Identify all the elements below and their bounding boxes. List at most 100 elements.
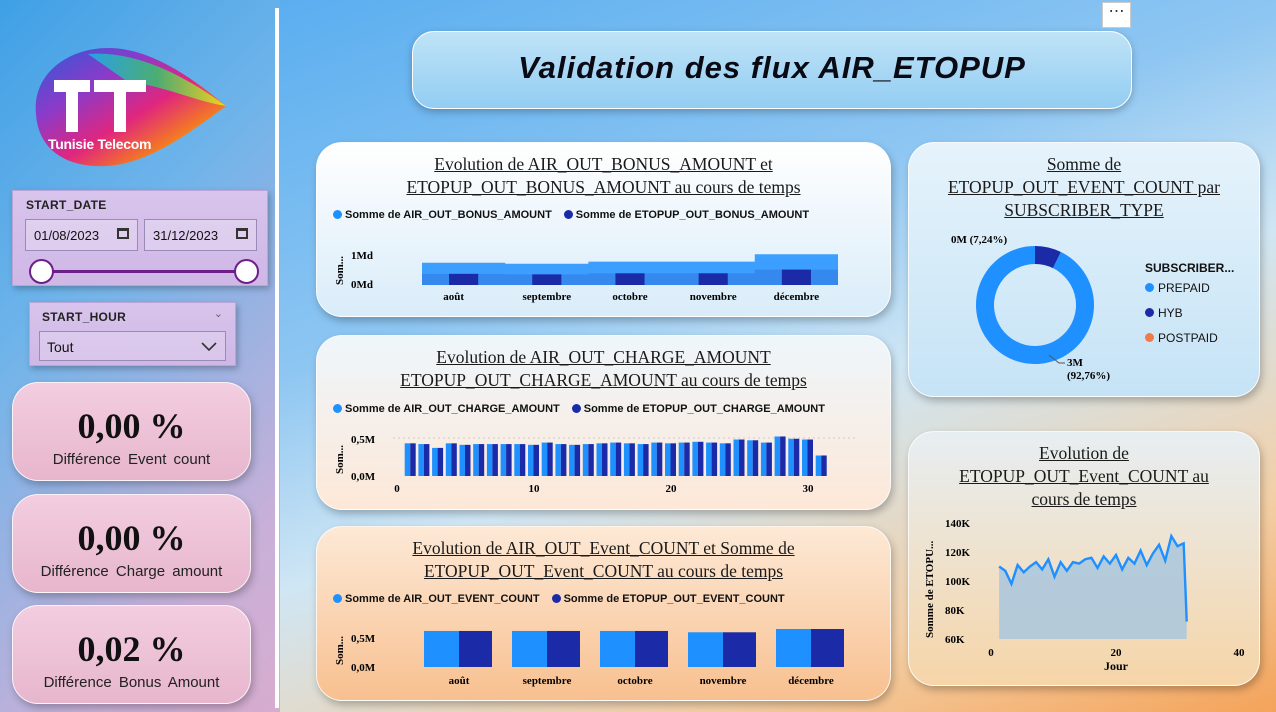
bar[interactable] (752, 440, 759, 476)
bar[interactable] (486, 444, 493, 476)
bar[interactable] (697, 441, 704, 476)
bar[interactable] (739, 439, 745, 476)
bar[interactable] (766, 442, 772, 476)
bar[interactable] (512, 630, 547, 667)
bar[interactable] (574, 444, 581, 476)
bar[interactable] (821, 455, 827, 476)
bar[interactable] (404, 443, 411, 476)
bar[interactable] (478, 444, 485, 476)
bar[interactable] (774, 436, 781, 476)
bar[interactable] (635, 630, 668, 667)
bar[interactable] (555, 444, 561, 476)
legend-item[interactable]: POSTPAID (1145, 331, 1234, 345)
bar[interactable] (723, 632, 756, 667)
bar[interactable] (528, 444, 534, 476)
bar[interactable] (532, 274, 562, 285)
bar[interactable] (445, 443, 452, 476)
bar[interactable] (807, 439, 814, 476)
bar[interactable] (533, 444, 540, 476)
bar[interactable] (569, 444, 575, 476)
date-range-track[interactable] (41, 270, 247, 273)
bar[interactable] (437, 447, 444, 476)
bar[interactable] (492, 444, 498, 476)
calendar-icon[interactable] (236, 228, 248, 239)
bar[interactable] (424, 630, 459, 667)
chevron-down-icon[interactable] (201, 342, 217, 352)
bar[interactable] (459, 444, 466, 476)
bar[interactable] (519, 444, 526, 476)
bar[interactable] (459, 630, 492, 667)
date-range-handle-start[interactable] (29, 259, 54, 284)
bar[interactable] (600, 630, 635, 667)
bar[interactable] (582, 444, 589, 476)
bar[interactable] (547, 442, 553, 476)
series-area[interactable] (422, 254, 838, 285)
bar[interactable] (615, 442, 622, 476)
bar[interactable] (781, 269, 811, 285)
bar[interactable] (547, 630, 580, 667)
bar[interactable] (665, 443, 671, 476)
start-date-from-input[interactable]: 01/08/2023 (25, 219, 138, 251)
pie-slice[interactable] (976, 246, 1094, 364)
legend-item[interactable]: PREPAID (1145, 281, 1234, 295)
bar[interactable] (432, 447, 438, 476)
bar[interactable] (410, 443, 416, 476)
bar[interactable] (629, 443, 635, 476)
bar[interactable] (692, 441, 698, 476)
bar[interactable] (418, 444, 424, 476)
bar[interactable] (610, 442, 616, 476)
bar[interactable] (698, 273, 728, 285)
series-area[interactable] (999, 536, 1187, 639)
legend-item[interactable]: Somme de ETOPUP_OUT_EVENT_COUNT (551, 593, 785, 605)
chevron-down-icon[interactable]: ⌄ (213, 308, 223, 320)
bar[interactable] (588, 444, 594, 476)
bar[interactable] (423, 444, 430, 476)
bar[interactable] (514, 444, 520, 476)
bar[interactable] (451, 443, 457, 476)
bar[interactable] (560, 444, 567, 476)
bar[interactable] (500, 444, 507, 476)
bar[interactable] (811, 629, 844, 667)
bar[interactable] (473, 444, 479, 476)
bar[interactable] (793, 438, 800, 476)
series-line[interactable] (998, 532, 1188, 622)
bar[interactable] (643, 444, 649, 476)
legend-item[interactable]: Somme de AIR_OUT_EVENT_COUNT (333, 593, 540, 605)
bar[interactable] (651, 442, 657, 476)
calendar-icon[interactable] (117, 228, 129, 239)
bar[interactable] (596, 443, 603, 476)
bar[interactable] (802, 439, 808, 476)
bar[interactable] (670, 443, 677, 476)
legend-item[interactable]: Somme de AIR_OUT_CHARGE_AMOUNT (333, 403, 560, 415)
bar[interactable] (706, 442, 712, 476)
legend-item[interactable]: Somme de AIR_OUT_BONUS_AMOUNT (333, 209, 552, 221)
bar[interactable] (506, 444, 512, 476)
bar[interactable] (656, 442, 663, 476)
bar[interactable] (733, 439, 740, 476)
pie-slice[interactable] (1035, 246, 1061, 269)
bar[interactable] (815, 455, 822, 476)
bar[interactable] (465, 444, 471, 476)
more-options-button[interactable]: ⋯ (1102, 2, 1131, 28)
bar[interactable] (780, 436, 786, 476)
date-range-handle-end[interactable] (234, 259, 259, 284)
bar[interactable] (788, 438, 794, 476)
bar[interactable] (449, 273, 479, 285)
bar[interactable] (541, 442, 548, 476)
bar[interactable] (760, 442, 767, 476)
bar[interactable] (725, 443, 731, 476)
legend-item[interactable]: HYB (1145, 306, 1234, 320)
legend-item[interactable]: Somme de ETOPUP_OUT_CHARGE_AMOUNT (571, 403, 825, 415)
bar[interactable] (719, 443, 726, 476)
bar[interactable] (615, 273, 645, 285)
bar[interactable] (747, 440, 753, 476)
bar[interactable] (637, 444, 644, 476)
bar[interactable] (623, 443, 630, 476)
bar[interactable] (688, 632, 723, 667)
legend-item[interactable]: Somme de ETOPUP_OUT_BONUS_AMOUNT (563, 209, 809, 221)
bar[interactable] (776, 629, 811, 667)
start-hour-dropdown[interactable]: Tout (39, 331, 226, 361)
bar[interactable] (684, 442, 690, 476)
start-date-to-input[interactable]: 31/12/2023 (144, 219, 257, 251)
bar[interactable] (678, 442, 685, 476)
